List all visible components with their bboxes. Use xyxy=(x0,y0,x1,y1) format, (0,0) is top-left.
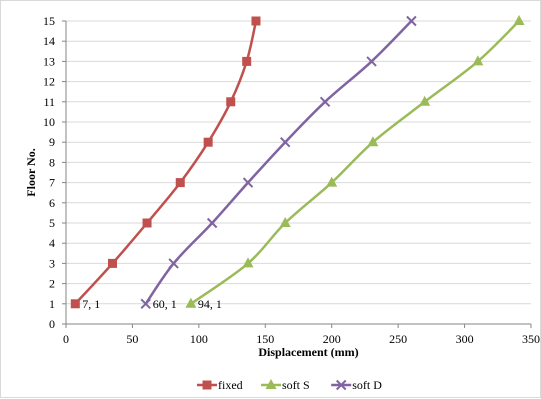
data-point-fixed xyxy=(251,16,261,26)
y-tick-label: 1 xyxy=(49,297,55,311)
y-tick-label: 15 xyxy=(43,14,55,28)
legend-label: fixed xyxy=(218,378,243,392)
y-tick-label: 8 xyxy=(49,155,55,169)
data-point-soft-d xyxy=(366,56,377,67)
data-point-soft-d xyxy=(319,96,331,108)
data-point-soft-s xyxy=(326,176,338,187)
marker-stroke xyxy=(366,56,377,67)
data-point-soft-d xyxy=(206,217,218,229)
y-tick-label: 3 xyxy=(49,256,55,270)
data-label: 94, 1 xyxy=(198,297,222,311)
legend-marker xyxy=(202,380,212,390)
data-label: 7, 1 xyxy=(82,297,100,311)
data-point-soft-s xyxy=(513,15,525,25)
x-tick-label: 150 xyxy=(256,332,274,346)
data-point-soft-d xyxy=(280,136,291,148)
legend-label: soft D xyxy=(352,378,382,392)
data-point-soft-s xyxy=(472,55,484,66)
series-lines xyxy=(70,15,525,310)
data-label: 60, 1 xyxy=(153,297,177,311)
data-point-fixed xyxy=(175,178,185,188)
series-fixed xyxy=(70,16,261,309)
data-point-soft-d xyxy=(406,15,417,27)
gridlines xyxy=(66,20,531,305)
series-soft-s xyxy=(185,15,525,308)
marker-stroke xyxy=(206,217,218,229)
x-tick-label: 300 xyxy=(456,332,474,346)
marker-stroke xyxy=(242,177,254,188)
y-tick-label: 12 xyxy=(43,75,55,89)
data-point-soft-d xyxy=(242,177,254,188)
legend-item-soft-d: soft D xyxy=(331,378,382,392)
data-point-soft-d xyxy=(140,298,151,310)
data-labels: 7, 1 60, 1 94, 1 xyxy=(82,297,222,311)
data-point-soft-s xyxy=(242,257,254,268)
x-tick-label: 50 xyxy=(126,332,138,346)
y-tick-label: 4 xyxy=(49,236,55,250)
data-point-fixed xyxy=(242,56,252,66)
marker-stroke xyxy=(168,258,179,269)
y-tick-label: 9 xyxy=(49,135,55,149)
x-tick-label: 250 xyxy=(389,332,407,346)
data-point-fixed xyxy=(226,97,236,107)
marker-stroke xyxy=(335,379,347,391)
x-tick-label: 200 xyxy=(323,332,341,346)
data-point-fixed xyxy=(142,218,152,228)
legend-marker xyxy=(335,379,347,391)
legend: fixed soft S soft D xyxy=(197,378,382,392)
y-tick-label: 6 xyxy=(49,196,55,210)
y-tick-label: 13 xyxy=(43,54,55,68)
data-point-soft-s xyxy=(367,136,379,147)
y-tick-label: 14 xyxy=(43,34,55,48)
y-tick-label: 11 xyxy=(43,95,55,109)
marker-stroke xyxy=(319,96,331,108)
x-axis-title: Displacement (mm) xyxy=(258,345,358,359)
x-tick-label: 350 xyxy=(522,332,540,346)
marker-stroke xyxy=(406,15,417,27)
data-point-soft-s xyxy=(419,95,431,106)
marker-stroke xyxy=(280,136,291,148)
y-tick-label: 5 xyxy=(49,216,55,230)
data-point-soft-s xyxy=(185,297,197,308)
y-axis-title: Floor No. xyxy=(24,148,38,196)
x-tick-label: 0 xyxy=(63,332,69,346)
data-point-fixed xyxy=(203,137,213,147)
y-tick-label: 10 xyxy=(43,115,55,129)
legend-item-fixed: fixed xyxy=(197,378,243,392)
axes xyxy=(62,20,532,328)
legend-label: soft S xyxy=(282,378,310,392)
marker-stroke xyxy=(140,298,151,310)
y-tick-label: 0 xyxy=(49,317,55,331)
legend-marker xyxy=(265,379,277,389)
legend-item-soft-s: soft S xyxy=(261,378,310,392)
y-tick-label: 2 xyxy=(49,277,55,291)
series-soft-d xyxy=(140,15,417,310)
data-point-fixed xyxy=(70,299,80,309)
y-tick-label: 7 xyxy=(49,176,55,190)
data-point-soft-s xyxy=(279,217,291,227)
data-point-soft-d xyxy=(168,258,179,269)
data-point-fixed xyxy=(108,258,117,268)
x-tick-label: 100 xyxy=(190,332,208,346)
